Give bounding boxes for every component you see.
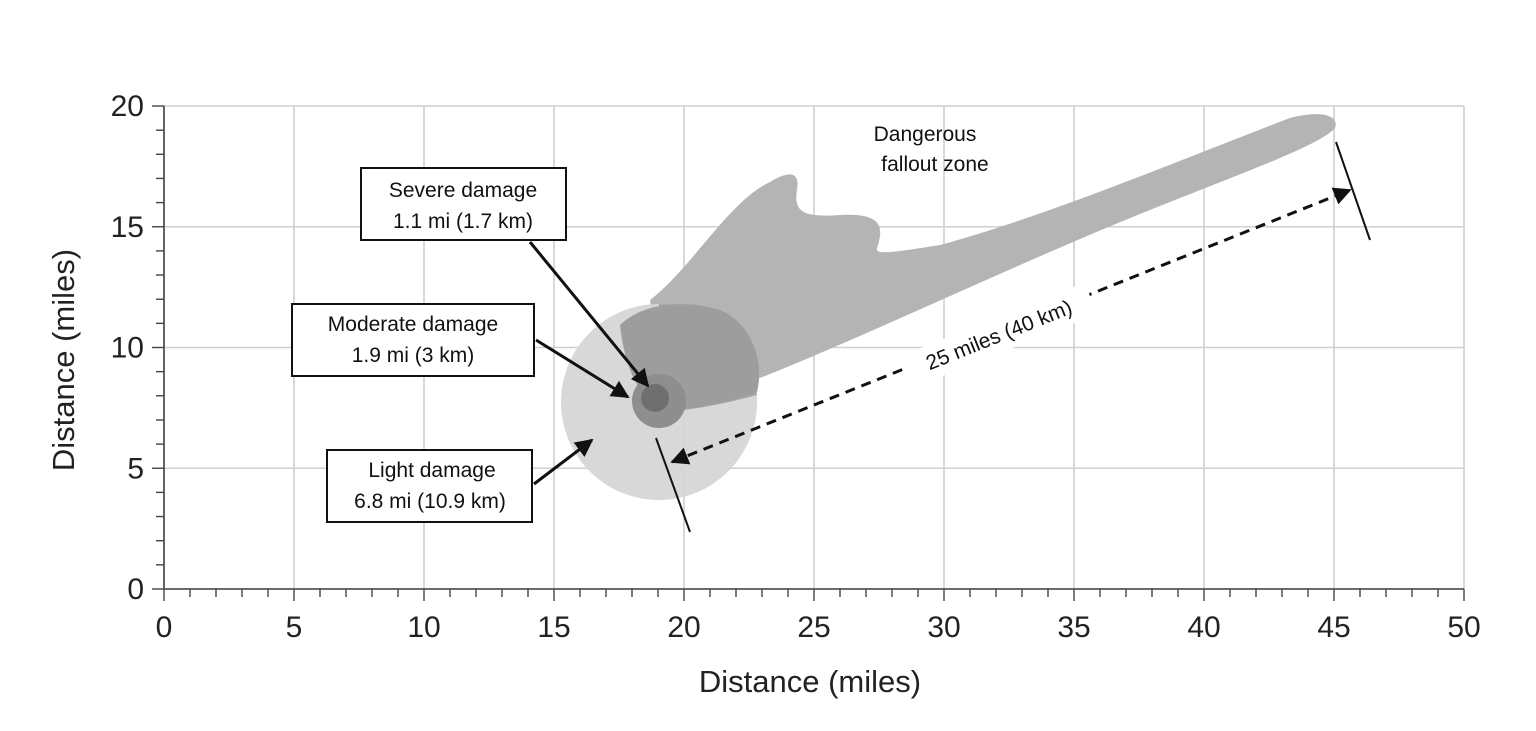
x-tick-label: 15	[537, 611, 570, 644]
x-tick-label: 30	[927, 611, 960, 644]
x-tick-label: 50	[1447, 611, 1480, 644]
end-tick-line	[1335, 141, 1371, 241]
light-label-line1: Light damage	[368, 459, 495, 482]
light-label-line2: 6.8 mi (10.9 km)	[354, 490, 506, 513]
severe-label-box	[360, 167, 567, 241]
moderate-label-box	[291, 303, 535, 377]
x-tick-label: 40	[1187, 611, 1220, 644]
light-arrow	[533, 438, 594, 486]
x-tick-label: 0	[156, 611, 173, 644]
axes: 0 5 10 15 20 25 30 35 40 45 50 0 5 10 15 20	[111, 90, 1481, 644]
severe-damage-zone	[641, 384, 669, 412]
distance-label: 25 miles (40 km)	[923, 296, 1076, 375]
severe-label-line2: 1.1 mi (1.7 km)	[393, 210, 533, 233]
x-tick-label: 10	[407, 611, 440, 644]
y-tick-label: 20	[111, 90, 144, 123]
x-tick-label: 45	[1317, 611, 1350, 644]
y-tick-label: 0	[127, 573, 144, 606]
x-tick-label: 20	[667, 611, 700, 644]
light-label-box	[326, 449, 533, 523]
moderate-label-line2: 1.9 mi (3 km)	[352, 344, 475, 367]
y-tick-label: 10	[111, 332, 144, 365]
severe-arrow	[528, 241, 650, 388]
x-tick-label: 25	[797, 611, 830, 644]
severe-label-line1: Severe damage	[389, 179, 537, 202]
y-tick-label: 5	[127, 452, 144, 485]
y-axis-title: Distance (miles)	[46, 249, 81, 471]
moderate-label-line1: Moderate damage	[328, 313, 498, 336]
y-tick-label: 15	[111, 211, 144, 244]
moderate-arrow	[535, 338, 630, 399]
x-tick-label: 5	[286, 611, 303, 644]
fallout-label-line2: fallout zone	[881, 153, 988, 176]
x-tick-label: 35	[1057, 611, 1090, 644]
x-axis-title: Distance (miles)	[699, 664, 921, 699]
fallout-label-line1: Dangerous	[874, 123, 977, 146]
start-tick-line	[655, 437, 691, 533]
distance-label-bg	[900, 282, 1098, 388]
